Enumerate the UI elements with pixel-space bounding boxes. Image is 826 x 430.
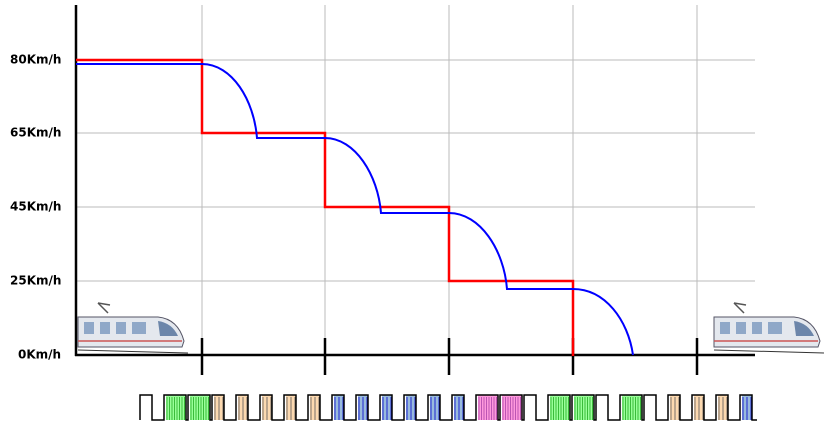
axis-label: 45Km/h [10,200,61,214]
axis-label: 80Km/h [10,53,61,67]
speed-diagram: 80Km/h 65Km/h 45Km/h 25Km/h 0Km/h [0,0,826,430]
waveform-part [502,395,522,420]
waveform-part [140,395,757,420]
train-icon [78,303,188,353]
code-waveform [140,395,757,420]
waveform-part [478,395,498,420]
axis-label: 25Km/h [10,274,61,288]
waveform-part [550,395,570,420]
waveform-part [166,395,186,420]
train-icon [714,303,824,353]
braking-curve [76,64,633,355]
waveform-part [190,395,210,420]
grid [75,5,755,340]
waveform-part [574,395,594,420]
waveform-part [622,395,642,420]
axis-label: 65Km/h [10,126,61,140]
axis-label: 0Km/h [18,348,61,362]
